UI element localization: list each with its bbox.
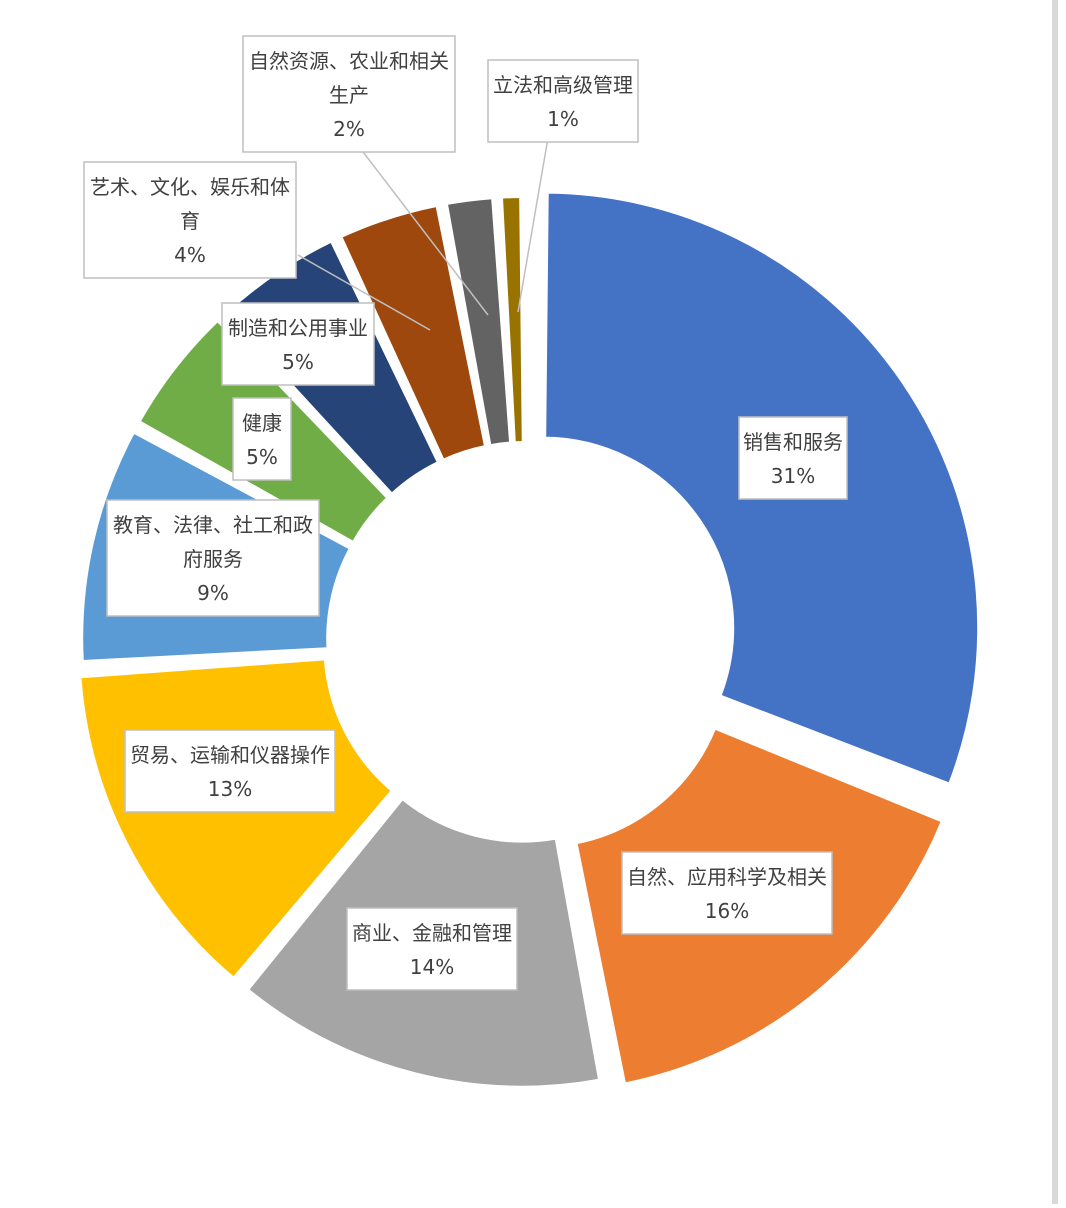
- data-label-box: [487, 59, 639, 143]
- data-label-category: 自然、应用科学及相关: [627, 865, 827, 889]
- data-label-value: 4%: [174, 243, 206, 267]
- data-label-value: 14%: [410, 955, 454, 979]
- data-label-box: [242, 35, 456, 153]
- data-label: 销售和服务 31%: [738, 416, 848, 500]
- slices-layer: [79, 191, 980, 1088]
- data-labels-layer: 销售和服务 31% 自然、应用科学及相关 16% 商业、金融和管理 14% 贸易、运输和仪器…: [83, 35, 848, 991]
- leader-line: [359, 147, 489, 316]
- data-label-value: 16%: [705, 899, 749, 923]
- data-label-value: 5%: [246, 445, 278, 469]
- data-label-category: 制造和公用事业: [228, 316, 368, 340]
- data-label-value: 1%: [547, 107, 579, 131]
- data-label-category: 健康: [242, 411, 282, 435]
- data-label-box: [221, 302, 375, 386]
- data-label-value: 31%: [771, 464, 815, 488]
- data-label-value: 5%: [282, 350, 314, 374]
- data-label: 商业、金融和管理 14%: [346, 907, 518, 991]
- leader-lines-layer: [297, 137, 549, 331]
- data-label-category: 销售和服务: [743, 430, 843, 454]
- data-label: 制造和公用事业 5%: [221, 302, 375, 386]
- data-label-value: 9%: [197, 581, 229, 605]
- donut-slice: [500, 196, 524, 444]
- donut-slice: [340, 204, 487, 461]
- data-label-category: 商业、金融和管理: [352, 921, 512, 945]
- data-label-box: [124, 729, 336, 813]
- data-label-value: 13%: [208, 777, 252, 801]
- leader-line: [517, 137, 549, 313]
- data-label-box: [738, 416, 848, 500]
- page-edge-divider: [1052, 0, 1058, 1204]
- data-label-box: [106, 499, 320, 617]
- data-label: 贸易、运输和仪器操作 13%: [124, 729, 336, 813]
- data-label-category: 府服务: [183, 547, 243, 571]
- data-label: 立法和高级管理 1%: [487, 59, 639, 143]
- donut-slice: [445, 197, 512, 447]
- data-label-box: [346, 907, 518, 991]
- data-label-category: 贸易、运输和仪器操作: [130, 743, 330, 767]
- data-label: 健康 5%: [232, 397, 292, 481]
- data-label-box: [83, 161, 297, 279]
- data-label-box: [621, 851, 833, 935]
- data-label-category: 艺术、文化、娱乐和体: [90, 175, 290, 199]
- data-label-value: 2%: [333, 117, 365, 141]
- data-label-box: [232, 397, 292, 481]
- data-label-category: 自然资源、农业和相关: [249, 49, 449, 73]
- data-label-category: 教育、法律、社工和政: [113, 513, 313, 537]
- data-label-category: 生产: [329, 83, 369, 107]
- data-label: 自然、应用科学及相关 16%: [621, 851, 833, 935]
- data-label-category: 立法和高级管理: [493, 73, 633, 97]
- leader-line: [297, 254, 431, 331]
- data-label-category: 育: [180, 209, 200, 233]
